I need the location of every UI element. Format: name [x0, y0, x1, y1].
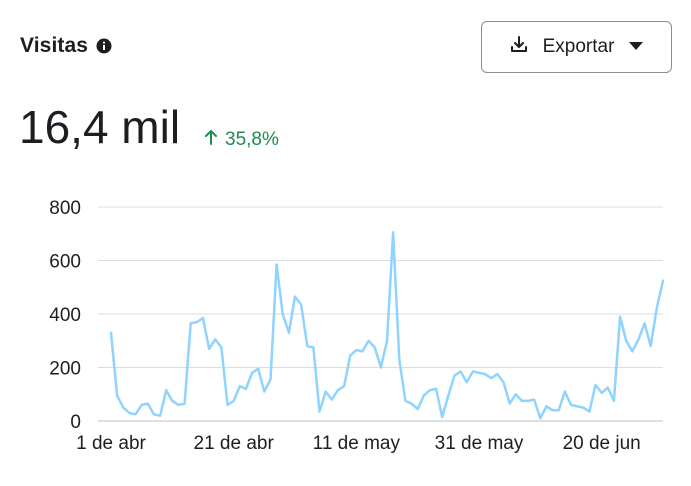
y-tick-label: 400	[49, 305, 81, 326]
export-button[interactable]: Exportar	[481, 21, 672, 73]
x-tick-label: 31 de may	[435, 433, 524, 454]
chart-grid	[98, 206, 663, 422]
x-tick-label: 1 de abr	[76, 433, 146, 454]
caret-down-icon	[628, 38, 644, 56]
y-tick-label: 0	[70, 412, 81, 433]
chart-x-axis: 1 de abr 21 de abr 11 de may 31 de may 20 de…	[76, 433, 641, 454]
page-title: Visitas	[20, 34, 89, 57]
arrow-up-icon	[203, 128, 219, 152]
y-tick-label: 600	[49, 252, 81, 273]
delta-indicator: 35,8%	[203, 128, 279, 152]
delta-value: 35,8%	[225, 129, 279, 150]
y-tick-label: 800	[49, 198, 81, 219]
x-tick-label: 11 de may	[313, 433, 401, 454]
export-label: Exportar	[542, 36, 615, 57]
total-visits-value: 16,4 mil	[19, 101, 181, 153]
info-icon[interactable]	[96, 38, 112, 54]
x-tick-label: 21 de abr	[194, 433, 275, 454]
y-tick-label: 200	[49, 359, 81, 380]
chart-y-axis: 0 200 400 600 800	[49, 198, 81, 433]
x-tick-label: 20 de jun	[563, 433, 641, 454]
download-icon	[509, 35, 529, 60]
chart-series	[109, 231, 665, 420]
visits-line-chart: 0 200 400 600 800 1 de abr 21 de abr 11 de may…	[49, 198, 665, 454]
visits-series-line	[109, 231, 665, 420]
header-title-row: Visitas	[20, 34, 112, 58]
